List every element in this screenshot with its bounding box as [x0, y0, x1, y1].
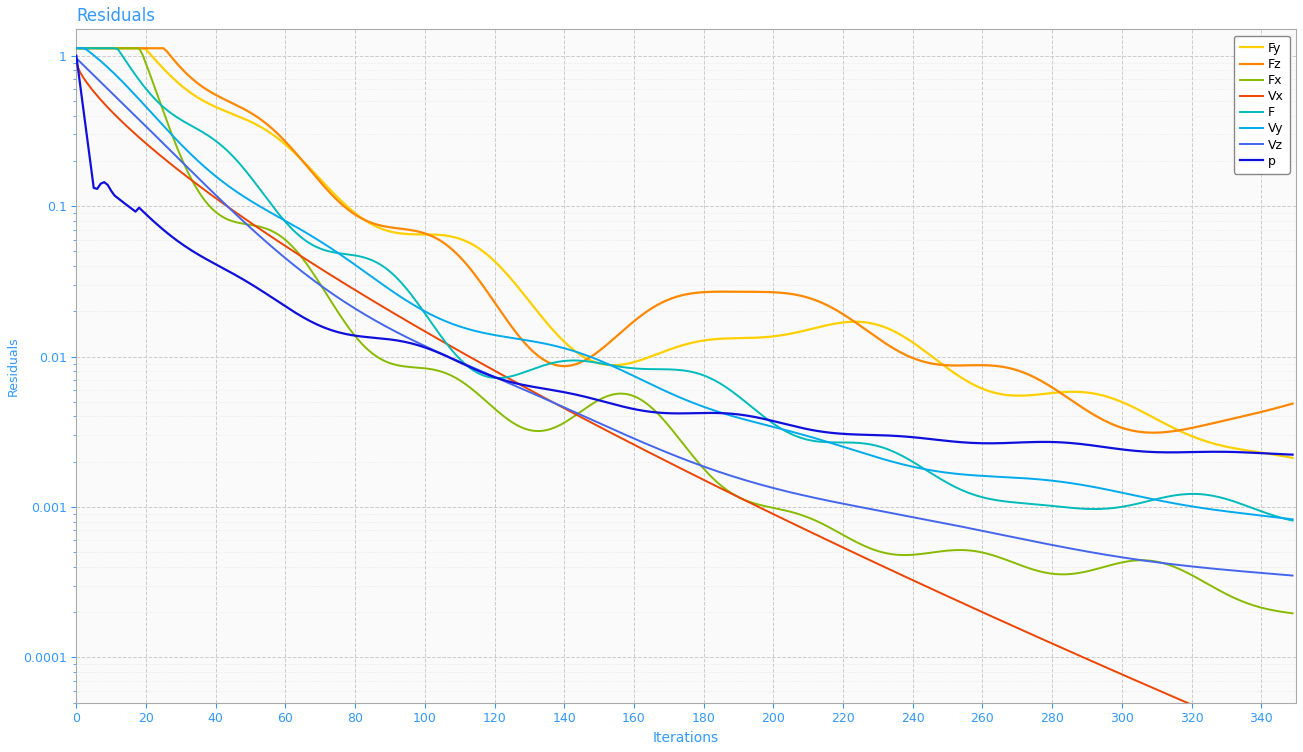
Vx — [629, 442, 645, 451]
Vy — [1285, 515, 1300, 524]
Line: Fx: Fx — [77, 48, 1293, 614]
Vy — [1268, 513, 1283, 522]
Fz — [629, 314, 645, 323]
F — [787, 431, 803, 440]
Legend: Fy, Fz, Fx, Vx, F, Vy, Vz, p: Fy, Fz, Fx, Vx, F, Vy, Vz, p — [1234, 35, 1290, 174]
Fy — [1268, 450, 1283, 459]
F — [1233, 499, 1248, 508]
Vy — [629, 373, 645, 382]
Text: Residuals: Residuals — [77, 7, 155, 25]
Line: Vz: Vz — [77, 58, 1293, 575]
p — [1233, 447, 1248, 456]
Fy — [1233, 445, 1248, 454]
Vz — [392, 329, 408, 338]
X-axis label: Iterations: Iterations — [653, 731, 719, 745]
Vx — [717, 486, 732, 495]
Fz — [1145, 428, 1161, 437]
Fz — [1285, 399, 1300, 408]
Vz — [717, 469, 732, 478]
Vy — [1233, 508, 1248, 517]
Vz — [1285, 571, 1300, 580]
Line: Vx: Vx — [77, 63, 1293, 747]
Vx — [787, 520, 803, 529]
F — [717, 382, 732, 391]
p — [392, 336, 408, 345]
Fy — [629, 356, 645, 365]
F — [392, 277, 408, 287]
Line: Vy: Vy — [77, 48, 1293, 520]
Fx — [1285, 609, 1300, 618]
p — [1268, 450, 1283, 459]
Fx — [392, 361, 408, 370]
Fz — [1270, 403, 1286, 412]
Line: Fy: Fy — [77, 48, 1293, 458]
Fy — [69, 44, 85, 53]
Fz — [392, 224, 408, 233]
p — [629, 405, 645, 414]
Fx — [629, 393, 645, 402]
Vz — [787, 489, 803, 498]
Vy — [392, 293, 408, 302]
Fy — [787, 329, 803, 338]
Vz — [1233, 567, 1248, 576]
F — [629, 364, 645, 373]
Vx — [1268, 736, 1283, 745]
Line: p: p — [77, 56, 1293, 455]
Fx — [1268, 606, 1283, 615]
Fx — [787, 508, 803, 517]
Vx — [1233, 721, 1248, 730]
Fx — [717, 484, 732, 493]
Vz — [69, 53, 85, 62]
Vx — [392, 313, 408, 322]
Fz — [69, 44, 85, 53]
Fz — [717, 287, 732, 296]
Vy — [787, 428, 803, 437]
Vx — [69, 59, 85, 68]
Vz — [629, 435, 645, 444]
p — [787, 422, 803, 431]
Fy — [717, 334, 732, 343]
Y-axis label: Residuals: Residuals — [7, 336, 20, 396]
Vy — [717, 409, 732, 418]
F — [1285, 516, 1300, 525]
Vy — [69, 44, 85, 53]
Line: Fz: Fz — [77, 48, 1293, 432]
Vz — [1268, 569, 1283, 578]
F — [69, 44, 85, 53]
p — [1285, 450, 1300, 459]
Fz — [787, 290, 803, 299]
Line: F: F — [77, 48, 1293, 520]
Fz — [1237, 411, 1252, 420]
F — [1268, 511, 1283, 520]
p — [717, 409, 732, 418]
Fy — [392, 229, 408, 238]
Fy — [1285, 453, 1300, 462]
p — [69, 51, 85, 60]
Fx — [1233, 596, 1248, 605]
Vx — [1285, 743, 1300, 752]
Fx — [69, 44, 85, 53]
